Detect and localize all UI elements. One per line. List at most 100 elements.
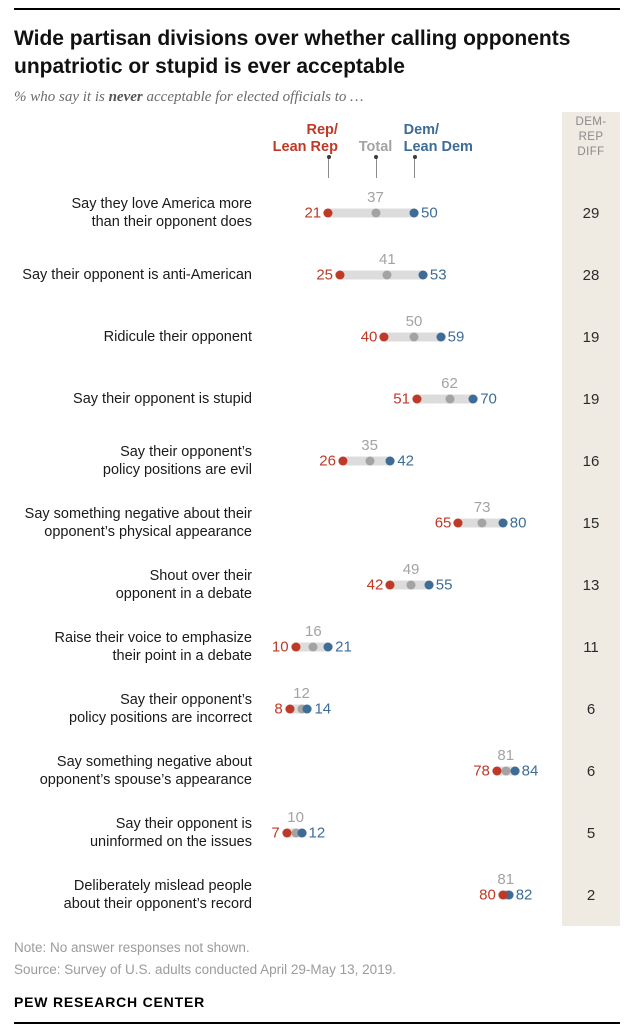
category-label: Say their opponent is uninformed on the … [89,815,252,851]
dot-plot: 8 12 14 [266,678,562,740]
rep-value: 7 [271,824,280,842]
dot-plot: 42 49 55 [266,554,562,616]
rep-value: 21 [304,204,322,222]
total-value: 49 [402,561,420,579]
category-label: Say something negative about opponent’s … [39,753,252,789]
dot-plot: 80 81 82 [266,864,562,926]
diff-value: 19 [562,368,620,431]
subtitle-prefix: % who say it is [14,89,109,106]
dot-plot: 10 16 21 [266,616,562,678]
page-title: Wide partisan divisions over whether cal… [14,27,571,78]
rep-dot [385,580,395,590]
total-dot [365,456,375,466]
dot-plot-chart: Rep/ Lean Rep Total Dem/ Lean Dem DEM- R… [14,112,620,927]
total-value: 41 [379,251,396,269]
rep-dot [453,518,463,528]
total-dot [308,642,318,652]
rep-dot [379,332,389,342]
dem-value: 42 [397,452,414,470]
legend: Rep/ Lean Rep Total Dem/ Lean Dem [266,112,562,182]
diff-value: 16 [562,430,620,493]
dem-dot [385,456,395,466]
dem-value: 70 [480,390,497,408]
subtitle-suffix: acceptable for elected officials to … [142,89,364,106]
dot-plot: 51 62 70 [266,368,562,430]
rep-dot [282,828,292,838]
dem-value: 14 [314,700,332,718]
total-dot [409,332,419,342]
chart-row: Ridicule their opponent 40 50 59 19 [14,306,620,369]
total-value: 50 [405,313,423,331]
dot-plot: 65 73 80 [266,492,562,554]
subtitle-emphasis: never [108,89,143,106]
dem-value: 59 [447,328,465,346]
chart-row: Say their opponent is stupid 51 62 70 19 [14,368,620,431]
dot-plot: 7 10 12 [266,802,562,864]
diff-value: 11 [562,616,620,679]
total-dot [371,208,381,218]
chart-row: Deliberately mislead people about their … [14,864,620,927]
dem-value: 53 [429,266,447,284]
dem-dot [436,332,446,342]
diff-value: 28 [562,244,620,307]
dem-dot [302,704,312,714]
dem-value: 50 [421,204,438,222]
dem-value: 80 [509,514,527,532]
dem-value: 82 [515,886,533,904]
total-value: 12 [293,685,310,703]
diff-value: 6 [562,678,620,741]
total-dot [445,394,455,404]
diff-value: 5 [562,802,620,865]
dem-dot [418,270,428,280]
diff-value: 15 [562,492,620,555]
diff-value: 6 [562,740,620,803]
source-line: Source: Survey of U.S. adults conducted … [14,962,396,978]
rep-value: 65 [434,514,452,532]
rep-dot [492,766,502,776]
total-value: 81 [497,871,515,889]
rep-dot [338,456,348,466]
dem-dot [409,208,419,218]
category-label: Say they love America more than their op… [71,195,252,231]
rep-dot [285,704,295,714]
rep-value: 42 [366,576,384,594]
rep-dot [335,270,345,280]
category-label: Say their opponent is stupid [73,391,252,408]
rep-value: 8 [274,700,283,718]
category-label: Say their opponent’s policy positions ar… [69,691,252,727]
legend-total-label: Total [358,139,393,156]
dem-value: 55 [435,576,453,594]
chart-row: Shout over their opponent in a debate 42 4… [14,554,620,617]
rep-dot [323,208,333,218]
dem-dot [297,828,307,838]
chart-row: Say their opponent is uninformed on the … [14,802,620,865]
dot-plot: 26 35 42 [266,430,562,492]
legend-total-pointer-line [374,155,379,179]
category-label: Raise their voice to emphasize their poi… [54,629,252,665]
rep-value: 78 [473,762,490,780]
chart-rows: Say they love America more than their op… [14,182,620,927]
rep-dot [498,890,508,900]
dem-dot [510,766,520,776]
chart-subtitle: % who say it is never acceptable for ele… [14,89,620,106]
chart-row: Say their opponent’s policy positions ar… [14,678,620,741]
diff-value: 13 [562,554,620,617]
diff-value: 29 [562,182,620,245]
rep-value: 40 [360,328,378,346]
total-value: 35 [361,437,378,455]
total-value: 62 [441,375,458,393]
chart-row: Raise their voice to emphasize their poi… [14,616,620,679]
total-dot [406,580,416,590]
total-value: 81 [497,747,515,765]
dem-dot [424,580,434,590]
category-label: Ridicule their opponent [103,329,252,346]
total-dot [291,828,301,838]
legend-rep-label: Rep/ Lean Rep [272,121,338,156]
category-label: Say something negative about their oppon… [24,505,252,541]
chart-row: Say something negative about their oppon… [14,492,620,555]
category-label: Say their opponent’s policy positions ar… [102,443,252,479]
diff-value: 2 [562,864,620,927]
total-value: 10 [287,809,304,827]
legend-dem-pointer-line [412,155,417,179]
total-dot [477,518,487,528]
